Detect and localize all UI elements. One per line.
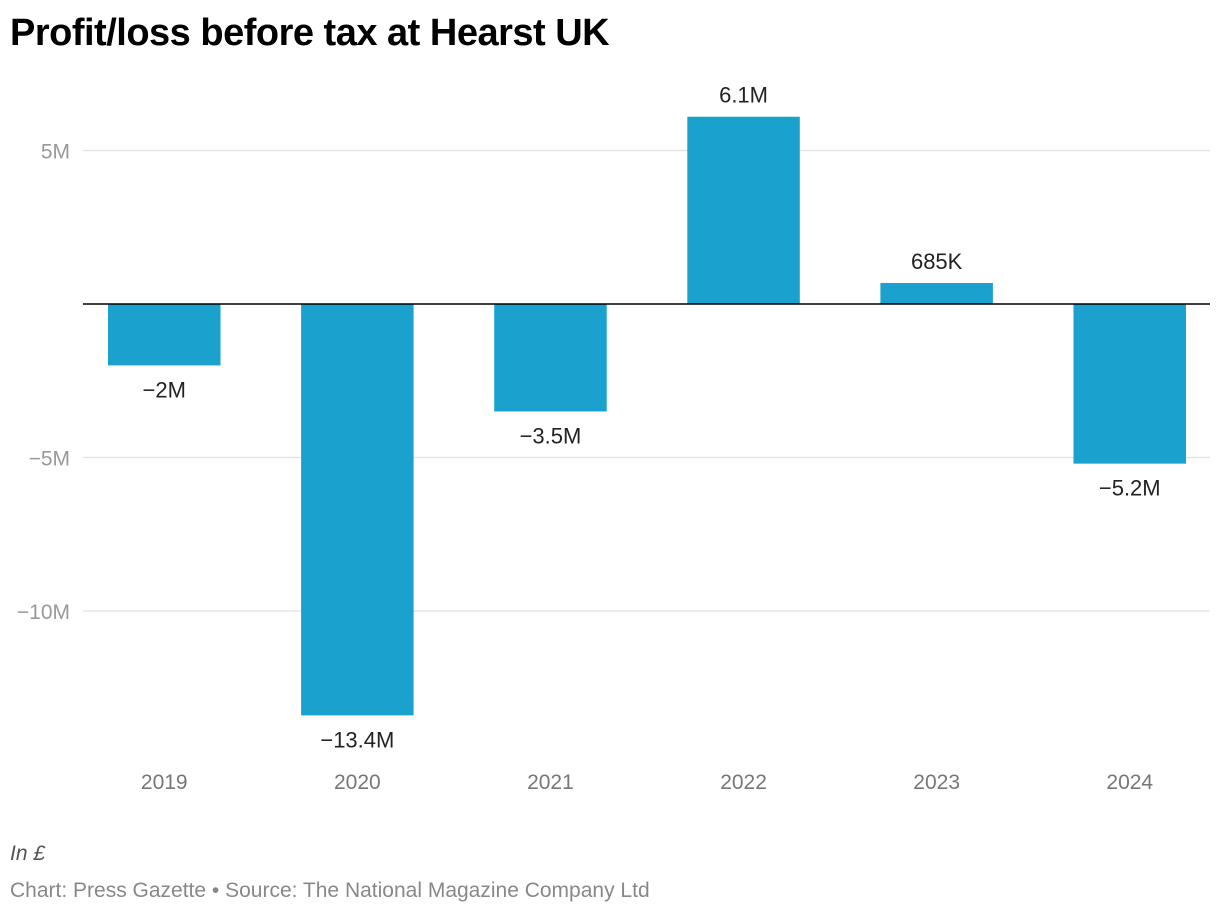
y-tick-label: 5M [41,141,70,164]
chart-title: Profit/loss before tax at Hearst UK [10,12,610,54]
x-tick-label: 2019 [141,771,188,794]
data-label: −2M [143,377,186,402]
x-tick-label: 2020 [334,771,381,794]
data-label: 685K [911,249,963,274]
data-label: −13.4M [320,727,394,752]
data-label: −5.2M [1099,476,1161,501]
x-tick-label: 2022 [720,771,767,794]
bar-2024 [1073,304,1186,464]
source-credit: Chart: Press Gazette • Source: The Natio… [10,879,650,902]
x-tick-label: 2024 [1106,771,1153,794]
x-tick-label: 2023 [913,771,960,794]
y-tick-label: −5M [29,448,70,471]
unit-note: In £ [10,842,46,865]
data-label: 6.1M [719,83,768,108]
y-tick-label: −10M [17,601,70,624]
bar-2019 [108,304,221,366]
bar-2021 [494,304,607,412]
x-tick-label: 2021 [527,771,574,794]
bar-2020 [301,304,414,716]
bar-2023 [880,282,993,304]
bar-2022 [687,116,800,304]
data-label: −3.5M [520,423,582,448]
